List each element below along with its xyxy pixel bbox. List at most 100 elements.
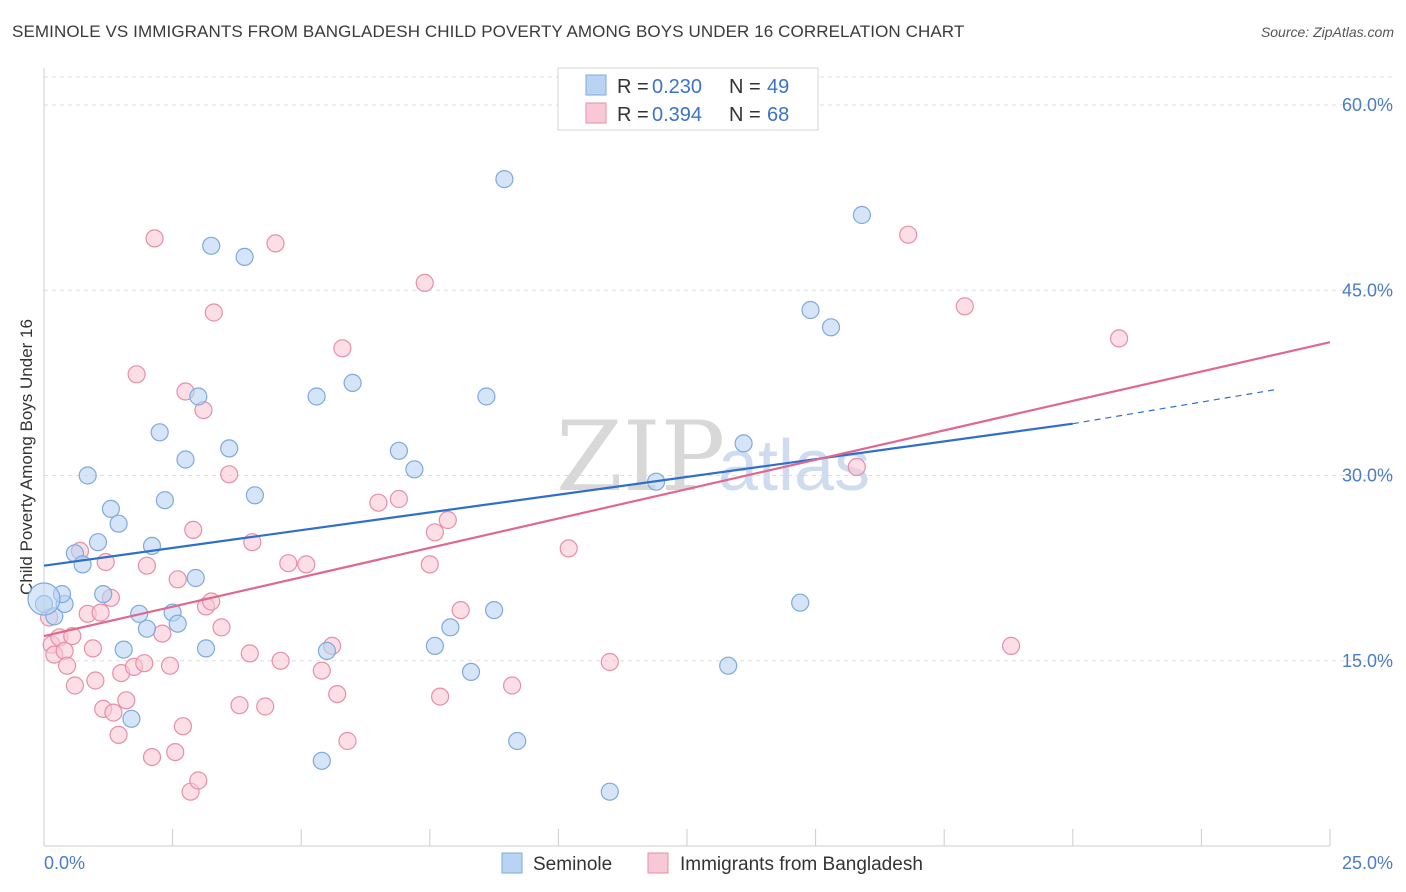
legend-stats-n-label-seminole: N = — [729, 76, 761, 98]
seminole-point — [137, 619, 156, 638]
bangladesh-point — [955, 297, 974, 316]
bangladesh-point — [559, 539, 578, 558]
bangladesh-point — [256, 697, 275, 716]
bangladesh-point — [415, 273, 434, 292]
bangladesh-point — [847, 457, 866, 476]
legend-stats-r-bangladesh: 0.394 — [652, 104, 702, 126]
seminole-point — [312, 751, 331, 770]
chart-source: Source: ZipAtlas.com — [1260, 24, 1394, 40]
bangladesh-point — [220, 465, 239, 484]
bangladesh-point — [86, 671, 105, 690]
bangladesh-point — [204, 303, 223, 322]
legend-stats-n-seminole: 49 — [767, 76, 789, 98]
bangladesh-point — [899, 225, 918, 244]
points-layer — [27, 170, 1129, 801]
y-tick-label: 45.0% — [1342, 280, 1393, 300]
bangladesh-point — [91, 603, 110, 622]
bangladesh-point — [389, 489, 408, 509]
bangladesh-point — [266, 234, 285, 253]
seminole-point — [791, 593, 810, 612]
bangladesh-point — [135, 654, 154, 673]
chart-title: SEMINOLE VS IMMIGRANTS FROM BANGLADESH C… — [12, 22, 965, 41]
bangladesh-point — [338, 731, 357, 751]
bangladesh-point — [109, 725, 128, 745]
bangladesh-point — [168, 570, 187, 589]
bangladesh-point — [438, 510, 457, 530]
y-tick-labels: 15.0% 30.0% 45.0% 60.0% — [1342, 95, 1393, 671]
seminole-trend-extension — [1072, 388, 1279, 425]
seminole-point — [189, 387, 208, 406]
x-tick-marks — [43, 829, 1331, 846]
bangladesh-point — [279, 554, 298, 573]
seminole-point — [122, 709, 141, 728]
bangladesh-point — [142, 747, 162, 767]
seminole-point — [109, 514, 128, 533]
seminole-point — [389, 441, 408, 460]
bangladesh-point — [369, 493, 388, 512]
trend-layer — [43, 341, 1331, 638]
seminole-point — [101, 499, 121, 518]
seminole-point — [477, 387, 496, 406]
bangladesh-point — [104, 703, 123, 722]
bangladesh-point — [425, 523, 444, 542]
bangladesh-point — [184, 520, 203, 540]
seminole-point — [425, 636, 444, 656]
seminole-point — [852, 205, 872, 225]
seminole-point — [196, 639, 216, 658]
grid-lines — [44, 76, 1393, 662]
bangladesh-point — [57, 656, 77, 675]
seminole-point — [317, 641, 336, 661]
seminole-point — [186, 568, 205, 588]
legend-stats-n-bangladesh: 68 — [767, 104, 789, 126]
bangladesh-point — [127, 365, 146, 384]
seminole-point — [176, 450, 195, 469]
seminole-point — [202, 236, 221, 255]
x-tick-label-max: 25.0% — [1342, 853, 1393, 873]
legend-label-bangladesh: Immigrants from Bangladesh — [680, 854, 923, 875]
legend-series: Seminole Immigrants from Bangladesh — [501, 852, 923, 875]
bangladesh-point — [173, 717, 192, 736]
seminole-point — [88, 533, 108, 552]
legend-stats-r-label-bangladesh: R = — [617, 104, 649, 126]
legend-stats-r-label-seminole: R = — [617, 76, 649, 98]
bangladesh-point — [83, 639, 103, 658]
seminole-point — [220, 439, 239, 458]
legend-stats: R = 0.230 N = 49 R = 0.394 N = 68 — [557, 67, 819, 131]
seminole-point — [343, 373, 362, 392]
seminole-point — [405, 460, 424, 479]
seminole-point — [150, 423, 169, 442]
y-tick-label: 15.0% — [1342, 651, 1393, 671]
bangladesh-point — [137, 556, 156, 575]
bangladesh-point — [328, 684, 347, 704]
seminole-point — [441, 618, 460, 637]
legend-stats-swatch-bangladesh — [585, 102, 607, 124]
seminole-point — [245, 486, 264, 505]
bangladesh-point — [1109, 329, 1129, 348]
seminole-point — [600, 782, 619, 801]
seminole-point — [78, 466, 97, 485]
seminole-point — [508, 731, 527, 751]
bangladesh-point — [271, 651, 290, 670]
seminole-point-large — [27, 582, 61, 616]
bangladesh-point — [153, 624, 172, 643]
seminole-point — [155, 491, 174, 510]
seminole-point — [801, 300, 820, 320]
legend-stats-r-seminole: 0.230 — [652, 76, 702, 98]
seminole-point — [307, 387, 326, 406]
seminole-point — [114, 640, 133, 659]
watermark-zip: ZIP — [556, 401, 725, 513]
bangladesh-point — [1001, 636, 1021, 656]
seminole-point — [485, 600, 504, 620]
bangladesh-point — [297, 555, 316, 574]
seminole-point — [719, 656, 738, 675]
seminole-point — [94, 584, 113, 604]
bangladesh-point — [65, 676, 85, 695]
bangladesh-point — [312, 661, 331, 680]
bangladesh-point — [189, 771, 208, 790]
legend-label-seminole: Seminole — [533, 854, 612, 875]
seminole-point — [235, 247, 254, 266]
bangladesh-point — [63, 626, 82, 646]
legend-swatch-bangladesh — [647, 852, 669, 874]
bangladesh-point — [212, 618, 231, 637]
